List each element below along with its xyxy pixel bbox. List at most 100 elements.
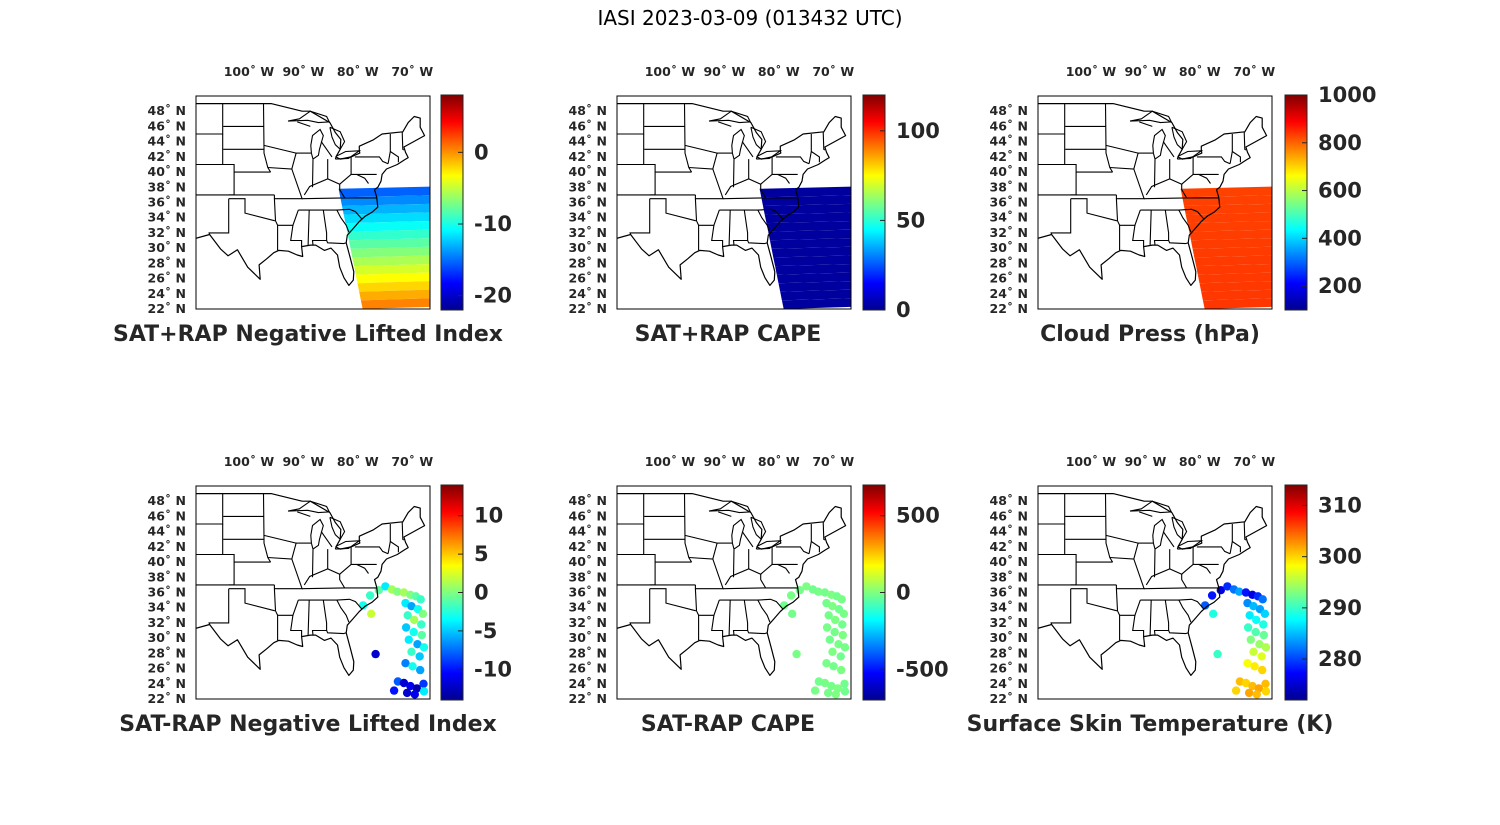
obs-point — [792, 649, 801, 659]
obs-point — [403, 611, 412, 620]
lat-tick-label: 22˚ N — [990, 691, 1028, 706]
lat-tick-label: 32˚ N — [148, 225, 186, 240]
lat-tick-label: 32˚ N — [990, 615, 1028, 630]
obs-point — [828, 602, 837, 611]
obs-point — [1235, 587, 1244, 596]
lat-tick-label: 24˚ N — [990, 676, 1028, 691]
obs-point — [410, 690, 419, 699]
lat-tick-label: 24˚ N — [569, 676, 607, 691]
swath-cell — [1192, 246, 1272, 258]
lat-tick-label: 28˚ N — [569, 645, 607, 660]
lat-tick-label: 36˚ N — [569, 195, 607, 210]
lat-tick-label: 36˚ N — [990, 585, 1028, 600]
colorbar: 0 -10 -20 — [440, 94, 512, 311]
swath-cell — [764, 212, 851, 224]
lat-tick-label: 46˚ N — [990, 508, 1028, 523]
panel-title: SAT+RAP CAPE — [635, 322, 822, 347]
obs-point — [1241, 678, 1251, 688]
panel-title: SAT-RAP Negative Lifted Index — [119, 712, 496, 737]
obs-point — [830, 627, 839, 637]
colorbar-tick-label: 500 — [896, 504, 940, 528]
lon-tick-label: 100˚ W — [1066, 454, 1117, 469]
obs-point — [417, 620, 426, 629]
lat-tick-label: 40˚ N — [990, 164, 1028, 179]
obs-point — [415, 652, 424, 661]
lat-tick-label: 40˚ N — [569, 554, 607, 569]
map-frame — [195, 95, 431, 310]
lat-tick-label: 38˚ N — [990, 569, 1028, 584]
coastline — [1038, 102, 1268, 286]
lat-tick-label: 30˚ N — [569, 630, 607, 645]
lat-tick-label: 24˚ N — [148, 286, 186, 301]
lat-tick-label: 24˚ N — [569, 286, 607, 301]
lat-tick-label: 34˚ N — [569, 600, 607, 615]
swath-cell — [360, 298, 430, 309]
obs-point — [837, 665, 846, 675]
panel-sat-rap-nli: 100˚ W 90˚ W 80˚ W 70˚ W 48˚ N46˚ N44˚ N42˚ … — [113, 64, 512, 347]
figure-title: IASI 2023-03-09 (013432 UTC) — [597, 6, 903, 30]
lon-tick-label: 80˚ W — [337, 64, 379, 79]
swath-cell — [1194, 255, 1272, 267]
obs-point — [407, 602, 416, 611]
lat-tick-label: 44˚ N — [148, 524, 186, 539]
colorbar-tick-label: 300 — [1318, 545, 1362, 569]
lat-tick-label: 28˚ N — [990, 645, 1028, 660]
obs-point — [1248, 681, 1257, 691]
lat-tick-label: 36˚ N — [148, 585, 186, 600]
obs-point — [838, 620, 847, 629]
lon-tick-label: 80˚ W — [1179, 64, 1221, 79]
swath-cell — [1202, 298, 1272, 309]
state-borders — [196, 103, 405, 251]
obs-point — [824, 611, 833, 620]
lon-tick-label: 100˚ W — [645, 454, 696, 469]
swath-cell — [1201, 289, 1272, 301]
lat-tick-label: 44˚ N — [990, 524, 1028, 539]
lat-tick-label: 46˚ N — [569, 508, 607, 523]
obs-point — [820, 588, 830, 597]
colorbar-tick-label: 5 — [474, 542, 489, 566]
swath-cell — [345, 221, 430, 232]
obs-point — [1249, 602, 1258, 611]
swath-cell — [1199, 281, 1272, 292]
swath-cell — [778, 281, 851, 292]
lat-tick-label: 44˚ N — [990, 134, 1028, 149]
obs-point — [413, 640, 422, 649]
obs-point — [1260, 609, 1270, 618]
colorbar-tick-label: 0 — [896, 298, 911, 322]
coastline — [617, 493, 847, 677]
obs-point — [829, 662, 838, 671]
obs-point — [1258, 665, 1267, 675]
swath-layer — [1180, 186, 1272, 309]
colorbar-tick-label: 1000 — [1318, 83, 1376, 107]
panel-surface-skin-temp: 100˚ W 90˚ W 80˚ W 70˚ W 48˚ N46˚ N44˚ N42˚ … — [967, 454, 1362, 737]
obs-point — [419, 679, 428, 688]
lon-tick-label: 90˚ W — [1124, 64, 1166, 79]
lat-tick-label: 28˚ N — [569, 255, 607, 270]
colorbar-tick-label: -5 — [474, 619, 497, 643]
swath-cell — [1180, 186, 1272, 198]
obs-point — [371, 649, 380, 659]
coastline — [196, 102, 426, 286]
colorbar-tick-label: -500 — [896, 657, 949, 681]
map-frame — [616, 95, 852, 310]
lat-tick-label: 24˚ N — [990, 286, 1028, 301]
colorbar: 10 5 0 -5 -10 — [440, 484, 512, 701]
obs-point — [840, 679, 849, 688]
state-borders — [617, 493, 826, 641]
panel-title: Cloud Press (hPa) — [1040, 322, 1260, 347]
lon-tick-label: 70˚ W — [1233, 64, 1275, 79]
obs-point — [837, 595, 846, 604]
colorbar-tick-label: 100 — [896, 119, 940, 143]
obs-point — [1213, 649, 1222, 659]
lon-tick-label: 100˚ W — [1066, 64, 1117, 79]
state-borders — [617, 103, 826, 251]
lat-tick-label: 26˚ N — [569, 661, 607, 676]
colorbar-tick-label: 600 — [1318, 179, 1362, 203]
panel-sat-rap-cape: 100˚ W 90˚ W 80˚ W 70˚ W 48˚ N46˚ N44˚ N42˚ … — [569, 64, 940, 347]
swath-cell — [350, 246, 430, 258]
obs-point — [814, 587, 823, 596]
lon-tick-label: 70˚ W — [391, 454, 433, 469]
obs-point — [367, 609, 376, 618]
lat-tick-label: 30˚ N — [990, 240, 1028, 255]
lat-tick-label: 48˚ N — [990, 103, 1028, 118]
